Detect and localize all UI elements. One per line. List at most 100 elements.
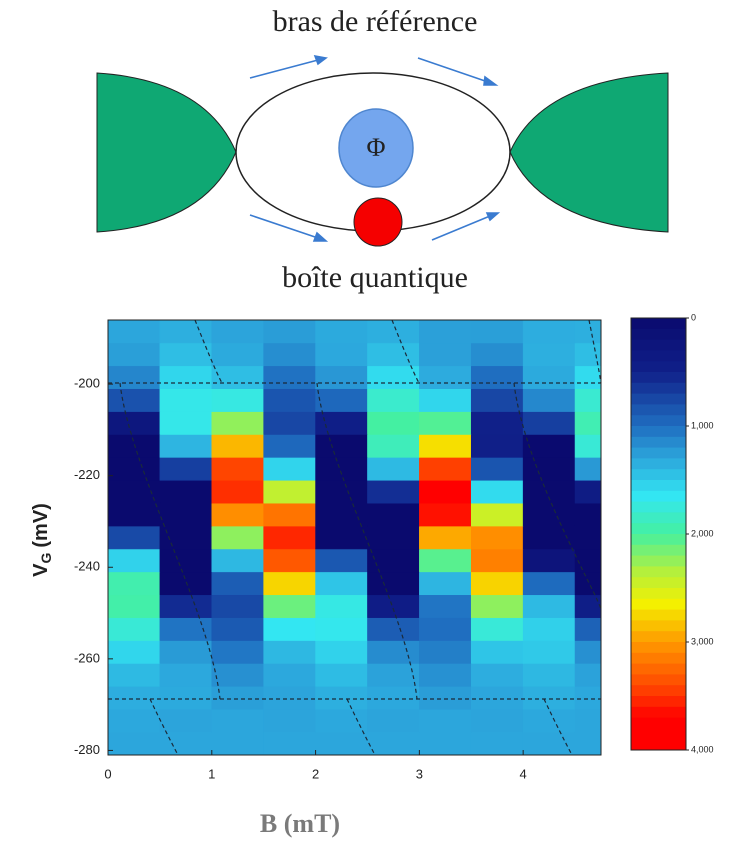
heat-cell [522,708,576,733]
heat-cell [315,571,368,596]
heat-cell [315,502,368,527]
heat-cell [470,457,524,481]
heat-cell [263,731,316,756]
heat-cell [211,457,264,481]
heat-cell [522,342,576,367]
heat-cell [470,342,524,367]
heat-cell [419,342,472,367]
y-tick-label: -240 [74,559,100,574]
heat-cell [574,411,602,435]
heat-cell [159,731,213,756]
heat-cell [574,548,602,573]
heat-cell [419,708,472,733]
heat-cell [574,388,602,412]
colorbar-step [631,728,686,740]
heat-cell [419,411,472,435]
heat-cell [367,388,420,412]
heat-cell [211,548,264,573]
colorbar-step [631,598,686,611]
heat-cell [159,594,213,618]
x-tick-label: 2 [312,766,319,781]
heat-cell [107,434,161,458]
colorbar-step [631,350,686,362]
colorbar-step [631,393,686,405]
heat-cell [159,502,213,527]
heat-cell [211,617,264,641]
heat-cell [367,731,420,756]
heat-cell [211,663,264,687]
x-tick-label: 3 [416,766,423,781]
phi-label: Φ [366,133,385,162]
heat-cell [419,457,472,481]
heat-cell [107,388,161,412]
heat-cell [419,663,472,687]
heat-cell [263,502,316,527]
y-axis-title: VG (mV) [30,503,53,577]
heat-cell [107,708,161,733]
heat-cell [107,365,161,389]
heat-cell [159,708,213,733]
heat-cell [263,708,316,733]
heat-cell [367,594,420,618]
heat-cell [107,525,161,550]
heat-cell [367,663,420,687]
colorbar-step [631,404,686,416]
heat-cell [107,731,161,756]
heat-cell [419,502,472,527]
axes: 0 1 2 3 4 -280 -260 -240 -220 -200 [74,376,527,782]
colorbar-tick-label: 3,000 [691,636,714,646]
heat-cell [159,525,213,550]
heat-cell [263,663,316,687]
heat-cell [107,479,161,504]
colorbar-step [631,501,686,513]
heat-cell [107,342,161,367]
heat-cell [107,594,161,618]
heat-cell [315,319,368,344]
quantum-dot [353,197,403,247]
heat-cell [574,502,602,527]
colorbar-step [631,717,686,729]
heat-cell [419,434,472,458]
heat-cell [367,365,420,389]
y-tick-label: -260 [74,650,100,665]
heat-cell [470,708,524,733]
heat-cell [211,434,264,458]
y-tick-label: -200 [74,376,100,391]
colorbar-step [631,577,686,589]
heat-cell [263,525,316,550]
heat-cell [315,731,368,756]
flux-circle [338,108,414,188]
heat-cell [211,479,264,504]
heat-cell [367,434,420,458]
heat-cell [522,411,576,435]
heat-cell [263,686,316,710]
heat-cell [522,594,576,618]
heat-cell [574,365,602,389]
heat-cell [367,525,420,550]
heat-cell [470,411,524,435]
heat-cell [419,731,472,756]
heat-cell [211,319,264,344]
heat-cell [263,617,316,641]
colorbar: 0 1,000 2,000 3,000 4,000 [630,312,714,754]
heat-cell [367,708,420,733]
heat-cell [470,319,524,344]
heat-cell [263,571,316,596]
colorbar-tick-label: 4,000 [691,744,714,754]
x-tick-label: 4 [520,766,527,781]
heat-cell [315,548,368,573]
heat-cell [315,617,368,641]
colorbar-step [631,555,686,567]
heat-cell [315,708,368,733]
heat-cell [367,548,420,573]
colorbar-step [631,426,686,438]
heat-cell [159,686,213,710]
heat-cell [522,479,576,504]
heat-cell [470,525,524,550]
heat-cell [159,388,213,412]
heat-cell [315,342,368,367]
heat-cell [574,434,602,458]
heat-cell [574,640,602,664]
heat-cell [315,411,368,435]
colorbar-tick-label: 0 [691,312,696,322]
